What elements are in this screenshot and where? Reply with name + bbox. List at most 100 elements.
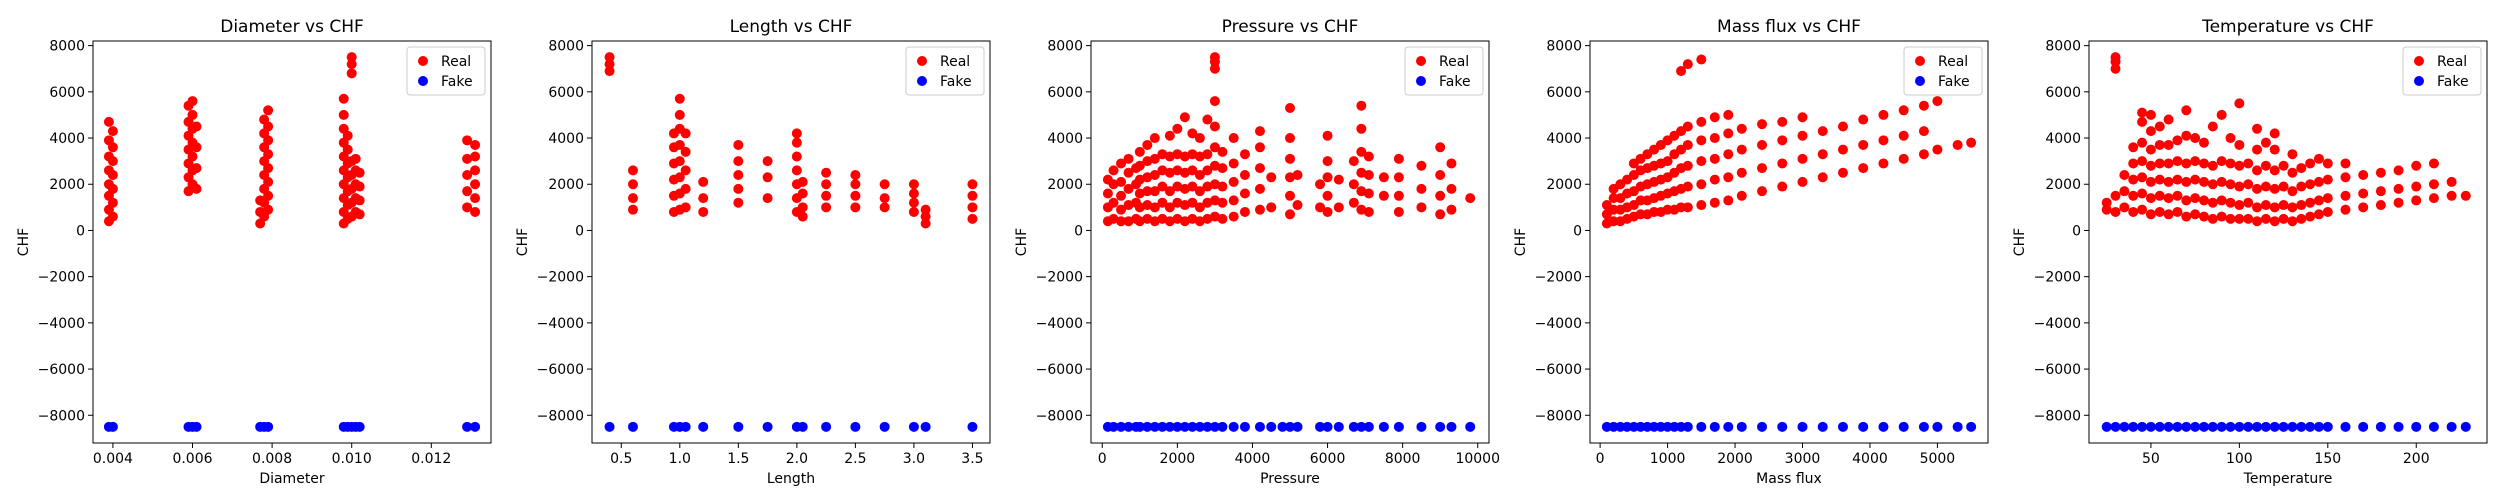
data-point-real bbox=[2252, 165, 2263, 176]
data-point-fake bbox=[1202, 421, 1213, 432]
data-point-real bbox=[1134, 188, 1145, 199]
data-point-real bbox=[2428, 193, 2439, 204]
data-point-real bbox=[908, 179, 919, 190]
data-point-real bbox=[263, 163, 274, 174]
data-point-fake bbox=[967, 421, 978, 432]
data-point-real bbox=[1187, 213, 1198, 224]
data-point-real bbox=[107, 126, 118, 137]
data-point-real bbox=[2181, 211, 2192, 222]
data-point-real bbox=[2181, 105, 2192, 116]
data-point-real bbox=[2110, 190, 2121, 201]
data-point-real bbox=[2225, 213, 2236, 224]
data-point-fake bbox=[733, 421, 744, 432]
y-tick-label: −4000 bbox=[38, 316, 85, 332]
data-point-real bbox=[2207, 213, 2218, 224]
data-point-real bbox=[2154, 206, 2165, 217]
data-point-fake bbox=[2269, 421, 2280, 432]
data-point-real bbox=[2216, 156, 2227, 167]
data-point-fake bbox=[2305, 421, 2316, 432]
data-point-real bbox=[1157, 165, 1168, 176]
legend-marker-fake bbox=[1915, 76, 1925, 86]
data-point-real bbox=[1777, 158, 1788, 169]
data-point-real bbox=[1164, 151, 1175, 162]
data-point-fake bbox=[1837, 421, 1848, 432]
data-point-real bbox=[1116, 176, 1127, 187]
data-point-real bbox=[2198, 176, 2209, 187]
data-point-real bbox=[1723, 109, 1734, 120]
data-point-real bbox=[1157, 181, 1168, 192]
data-point-real bbox=[1149, 133, 1160, 144]
data-point-real bbox=[604, 66, 615, 77]
y-tick-label: 4000 bbox=[2045, 131, 2081, 147]
y-axis-label: CHF bbox=[1014, 228, 1030, 256]
data-point-fake bbox=[1682, 421, 1693, 432]
data-point-real bbox=[2287, 186, 2298, 197]
data-point-real bbox=[2137, 188, 2148, 199]
data-point-real bbox=[680, 202, 691, 213]
data-point-real bbox=[2172, 174, 2183, 185]
data-point-real bbox=[967, 213, 978, 224]
data-point-real bbox=[762, 156, 773, 167]
data-point-real bbox=[1209, 121, 1220, 132]
data-point-real bbox=[2260, 213, 2271, 224]
data-point-real bbox=[2234, 181, 2245, 192]
data-point-real bbox=[2119, 170, 2130, 180]
data-point-real bbox=[821, 190, 832, 201]
data-point-real bbox=[797, 211, 808, 222]
data-point-real bbox=[462, 170, 473, 180]
data-point-real bbox=[1757, 163, 1768, 174]
data-point-real bbox=[2145, 209, 2156, 220]
data-point-real bbox=[2260, 160, 2271, 171]
data-point-real bbox=[2110, 52, 2121, 63]
x-tick-label: 1000 bbox=[1650, 451, 1686, 467]
data-point-real bbox=[1202, 181, 1213, 192]
data-point-real bbox=[1285, 153, 1295, 164]
legend-marker-fake bbox=[1416, 76, 1426, 86]
data-point-real bbox=[908, 197, 919, 208]
legend-marker-fake bbox=[418, 76, 428, 86]
data-point-real bbox=[1134, 174, 1145, 185]
data-point-fake bbox=[1878, 421, 1889, 432]
data-point-real bbox=[680, 165, 691, 176]
data-point-real bbox=[1108, 165, 1119, 176]
data-point-real bbox=[470, 179, 481, 190]
x-tick-label: 0.008 bbox=[252, 451, 292, 467]
data-point-real bbox=[1187, 149, 1198, 160]
x-axis-label: Diameter bbox=[259, 471, 325, 487]
data-point-real bbox=[1142, 200, 1153, 211]
data-point-real bbox=[2145, 193, 2156, 204]
data-point-real bbox=[2154, 158, 2165, 169]
data-point-real bbox=[1254, 163, 1265, 174]
data-point-real bbox=[2234, 98, 2245, 109]
data-point-real bbox=[2375, 167, 2386, 178]
data-point-real bbox=[1187, 181, 1198, 192]
data-point-real bbox=[1858, 163, 1869, 174]
chart-title: Pressure vs CHF bbox=[1222, 17, 1359, 37]
y-tick-label: −8000 bbox=[1535, 408, 1582, 424]
data-point-real bbox=[850, 170, 861, 180]
data-point-real bbox=[1322, 130, 1333, 141]
data-point-real bbox=[1696, 116, 1707, 127]
data-point-real bbox=[2260, 181, 2271, 192]
data-point-real bbox=[107, 197, 118, 208]
y-tick-label: −8000 bbox=[537, 408, 584, 424]
data-point-real bbox=[2305, 158, 2316, 169]
data-point-fake bbox=[1446, 421, 1457, 432]
data-point-real bbox=[1116, 190, 1127, 201]
data-point-real bbox=[2393, 183, 2404, 194]
legend: Real Fake bbox=[905, 46, 985, 96]
x-tick-label: 2000 bbox=[1717, 451, 1753, 467]
data-point-real bbox=[797, 202, 808, 213]
data-point-fake bbox=[1187, 421, 1198, 432]
y-tick-label: 4000 bbox=[49, 131, 85, 147]
data-point-fake bbox=[1194, 421, 1205, 432]
data-point-real bbox=[2207, 160, 2218, 171]
x-axis-label: Temperature bbox=[2243, 471, 2333, 487]
data-point-real bbox=[2207, 197, 2218, 208]
data-point-real bbox=[1134, 146, 1145, 157]
data-point-fake bbox=[1134, 421, 1145, 432]
data-point-real bbox=[2243, 197, 2254, 208]
data-point-real bbox=[1202, 149, 1213, 160]
legend-marker-real bbox=[1915, 56, 1925, 66]
data-point-fake bbox=[908, 421, 919, 432]
